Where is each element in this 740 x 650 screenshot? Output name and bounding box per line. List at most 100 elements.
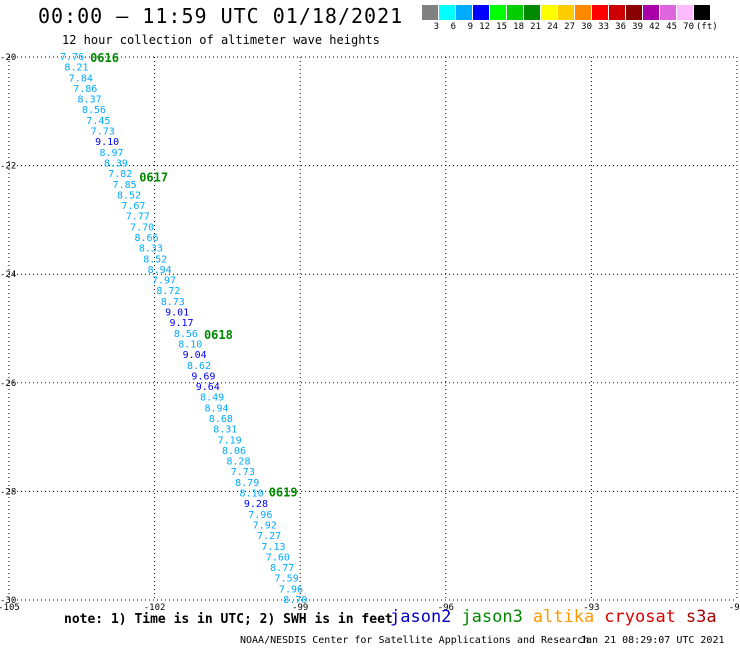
data-point: 7.73 <box>231 467 255 478</box>
footer-note: note: 1) Time is in UTC; 2) SWH is in fe… <box>64 612 393 627</box>
data-point: 8.49 <box>200 393 224 404</box>
data-point: 8.37 <box>78 95 102 106</box>
time-label: 0618 <box>204 328 233 342</box>
data-point: 7.73 <box>91 127 115 138</box>
chart-title: 00:00 – 11:59 UTC 01/18/2021 <box>38 4 404 28</box>
legend-label: 70 <box>683 22 694 32</box>
data-point: 9.04 <box>183 350 207 361</box>
data-point: 7.67 <box>121 201 145 212</box>
y-tick-label: -28 <box>0 487 16 497</box>
y-tick-label: -30 <box>0 596 16 606</box>
data-point: 7.96 <box>279 584 303 595</box>
x-tick-label: -102 <box>144 603 166 613</box>
data-point: 8.39 <box>104 158 128 169</box>
color-legend-labels: 3 6 9 12 15 18 21 24 27 30 33 36 39 42 45 70 (ft) <box>422 22 718 32</box>
data-point: 7.85 <box>113 180 137 191</box>
satellite-altika: altika <box>532 607 595 627</box>
data-point: 9.01 <box>165 308 189 319</box>
legend-swatch <box>558 5 575 20</box>
y-tick-label: -24 <box>0 270 16 280</box>
time-label: 0616 <box>90 51 119 65</box>
credit-text: NOAA/NESDIS Center for Satellite Applica… <box>240 635 590 646</box>
time-label: 0619 <box>269 485 298 499</box>
data-point: 8.21 <box>64 63 88 74</box>
y-tick-label: -22 <box>0 162 16 172</box>
legend-swatch <box>626 5 643 20</box>
data-point: 7.82 <box>108 169 132 180</box>
legend-swatch <box>575 5 592 20</box>
legend-swatch <box>541 5 558 20</box>
satellite-s3a: s3a <box>685 607 717 627</box>
data-point: 7.77 <box>126 212 150 223</box>
legend-label: 27 <box>564 22 575 32</box>
legend-swatch <box>456 5 473 20</box>
data-point: 8.70 <box>283 595 307 606</box>
data-point: 7.76 <box>60 52 84 63</box>
legend-label: 15 <box>496 22 507 32</box>
data-point: 8.73 <box>161 297 185 308</box>
legend-label: 36 <box>615 22 626 32</box>
x-tick-label: -90 <box>729 603 740 613</box>
data-point: 8.68 <box>209 414 233 425</box>
x-tick-label: -105 <box>0 603 20 613</box>
legend-swatch <box>660 5 677 20</box>
data-point: 8.66 <box>134 233 158 244</box>
data-point: 8.52 <box>117 190 141 201</box>
legend-label: 18 <box>513 22 524 32</box>
satellite-legend: jason2 jason3 altika cryosat s3a <box>390 607 717 627</box>
legend-swatch <box>592 5 609 20</box>
data-point: 8.56 <box>174 329 198 340</box>
data-point: 8.94 <box>205 403 229 414</box>
legend-swatch <box>439 5 456 20</box>
data-point: 8.33 <box>139 244 163 255</box>
satellite-jason2: jason2 <box>390 607 452 627</box>
legend-label: 3 <box>433 22 439 32</box>
legend-swatch <box>490 5 507 20</box>
legend-label: 30 <box>581 22 592 32</box>
time-label: 0617 <box>139 170 168 184</box>
legend-label: 9 <box>467 22 473 32</box>
data-point: 7.92 <box>253 520 277 531</box>
legend-swatch <box>609 5 626 20</box>
color-legend <box>422 5 711 20</box>
legend-label: 6 <box>450 22 456 32</box>
data-point: 8.28 <box>226 457 250 468</box>
data-point: 7.96 <box>248 510 272 521</box>
data-point: 9.10 <box>95 137 119 148</box>
data-point: 9.69 <box>191 371 215 382</box>
data-point: 8.56 <box>82 105 106 116</box>
legend-label: 39 <box>632 22 643 32</box>
chart-subtitle: 12 hour collection of altimeter wave hei… <box>62 33 380 47</box>
legend-swatch <box>677 5 694 20</box>
legend-unit: (ft) <box>696 22 718 32</box>
data-point: 7.84 <box>69 73 93 84</box>
data-point: 8.10 <box>178 339 202 350</box>
legend-label: 42 <box>649 22 660 32</box>
x-tick-label: -93 <box>583 603 599 613</box>
data-point: 8.52 <box>143 254 167 265</box>
satellite-jason3: jason3 <box>461 607 523 627</box>
data-point: 7.45 <box>86 116 110 127</box>
legend-swatch <box>524 5 541 20</box>
timestamp-text: Jan 21 08:29:07 UTC 2021 <box>580 635 725 646</box>
data-point: 7.97 <box>152 276 176 287</box>
data-point: 8.10 <box>240 489 264 500</box>
data-point: 9.28 <box>244 499 268 510</box>
x-tick-label: -99 <box>292 603 308 613</box>
satellite-cryosat: cryosat <box>604 607 676 627</box>
x-tick-label: -96 <box>438 603 454 613</box>
legend-swatch <box>643 5 660 20</box>
data-point: 7.27 <box>257 531 281 542</box>
legend-label: 24 <box>547 22 558 32</box>
legend-label: 45 <box>666 22 677 32</box>
data-point: 7.19 <box>218 435 242 446</box>
data-point: 8.06 <box>222 446 246 457</box>
data-point: 7.86 <box>73 84 97 95</box>
legend-label: 21 <box>530 22 541 32</box>
data-point: 8.62 <box>187 361 211 372</box>
data-point: 7.13 <box>261 542 285 553</box>
legend-label: 33 <box>598 22 609 32</box>
data-point: 8.97 <box>99 148 123 159</box>
data-point: 7.59 <box>275 574 299 585</box>
